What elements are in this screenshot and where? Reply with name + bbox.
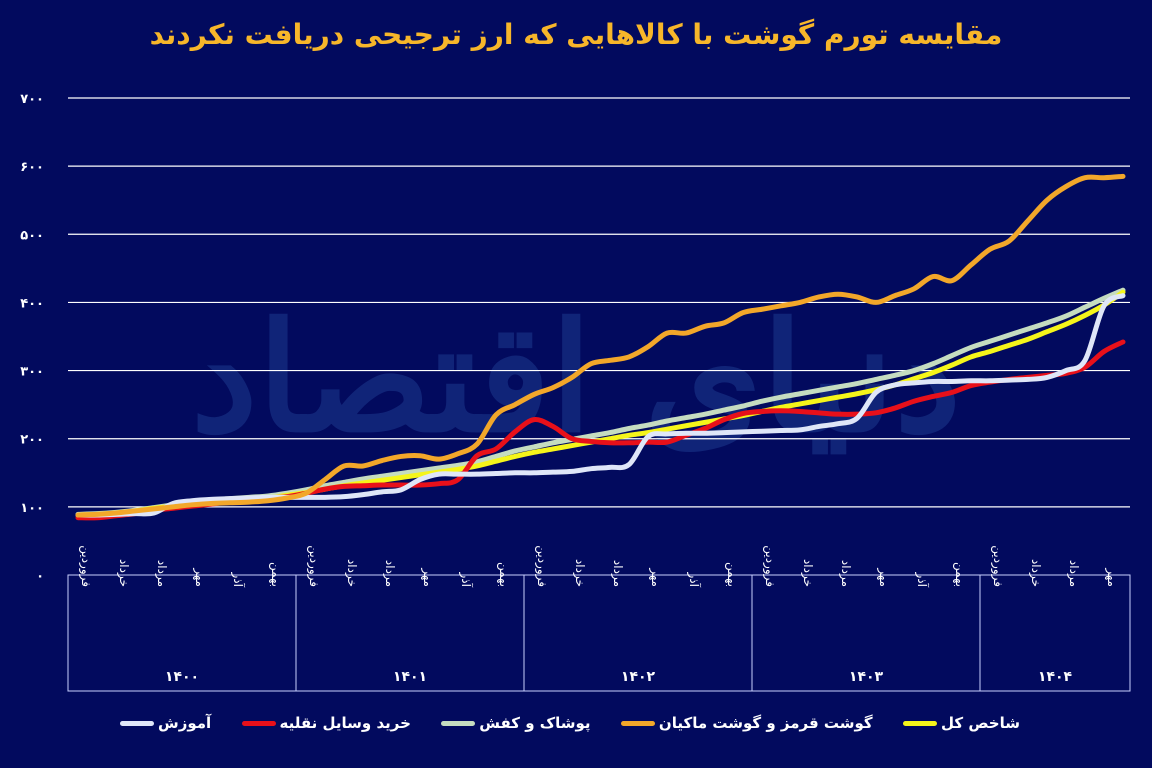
x-tick-month: بهمن	[268, 562, 283, 587]
y-tick-label: ۳۰۰	[20, 365, 44, 380]
legend-item-total-index: شاخص کل	[902, 714, 1020, 732]
legend-item-meat: گوشت قرمز و گوشت ماکیان	[620, 714, 873, 732]
legend-label: پوشاک و کفش	[479, 714, 591, 732]
x-tick-month: فروردین	[534, 545, 549, 587]
x-year-label: ۱۴۰۱	[393, 669, 427, 685]
x-tick-month: مهر	[1104, 567, 1119, 587]
x-tick-month: مرداد	[838, 560, 853, 587]
x-tick-month: بهمن	[496, 562, 511, 587]
x-year-label: ۱۴۰۳	[849, 669, 884, 685]
x-tick-month: مهر	[420, 567, 435, 587]
legend-item-vehicles: خرید وسایل نقلیه	[241, 714, 411, 732]
series-line	[75, 173, 1126, 518]
x-tick-month: مرداد	[382, 560, 397, 587]
x-tick-month: خرداد	[1028, 559, 1043, 587]
legend-swatch-icon	[120, 720, 154, 726]
legend-item-education: آموزش	[120, 714, 211, 732]
x-tick-month: بهمن	[952, 562, 967, 587]
x-tick-month: بهمن	[724, 562, 739, 587]
y-tick-label: ۲۰۰	[20, 433, 44, 448]
series-lines	[75, 173, 1126, 521]
gridlines	[68, 97, 1130, 508]
legend: شاخص کل گوشت قرمز و گوشت ماکیان پوشاک و …	[120, 709, 1020, 737]
y-tick-label: ۱۰۰	[20, 501, 44, 516]
x-tick-month: مهر	[192, 567, 207, 587]
x-tick-month: مرداد	[154, 560, 169, 587]
legend-label: شاخص کل	[940, 714, 1020, 732]
x-year-label: ۱۴۰۰	[165, 669, 199, 685]
legend-swatch-icon	[902, 720, 937, 726]
x-axis: فروردین خرداد مرداد مهر آذر بهمن ۱۴۰۰ فروردین خر…	[67, 545, 1131, 692]
x-year-label: ۱۴۰۴	[1038, 669, 1073, 685]
x-tick-month: خرداد	[116, 559, 131, 587]
x-axis-frame	[67, 574, 1131, 692]
y-tick-label: ۶۰۰	[20, 160, 44, 175]
y-axis-ticks: ۰ ۱۰۰ ۲۰۰ ۳۰۰ ۴۰۰ ۵۰۰ ۶۰۰ ۷۰۰	[20, 92, 44, 584]
x-tick-month: مهر	[648, 567, 663, 587]
legend-label: خرید وسایل نقلیه	[279, 714, 411, 732]
x-tick-month: فروردین	[78, 545, 93, 587]
legend-swatch-icon	[441, 720, 476, 726]
x-tick-month: فروردین	[306, 545, 321, 587]
x-year-label: ۱۴۰۲	[621, 669, 656, 685]
x-tick-month: آذر	[686, 572, 702, 588]
legend-swatch-icon	[620, 720, 655, 726]
x-tick-month: آذر	[458, 572, 474, 588]
legend-label: آموزش	[158, 714, 212, 732]
x-tick-month: خرداد	[344, 559, 359, 587]
legend-swatch-icon	[241, 720, 276, 726]
x-tick-month: مهر	[876, 567, 891, 587]
x-tick-month: خرداد	[800, 559, 815, 587]
x-tick-month: مرداد	[1066, 560, 1081, 587]
y-tick-label: ۰	[36, 569, 44, 584]
legend-item-clothing: پوشاک و کفش	[441, 714, 591, 732]
y-tick-label: ۷۰۰	[20, 92, 44, 107]
x-tick-month: آذر	[230, 572, 246, 588]
chart-title: مقایسه تورم گوشت با کالاهایی که ارز ترجی…	[149, 18, 1003, 51]
x-tick-month: خرداد	[572, 559, 587, 587]
x-tick-month: آذر	[914, 572, 930, 588]
x-tick-month: مرداد	[610, 560, 625, 587]
x-tick-month: فروردین	[990, 545, 1005, 587]
y-tick-label: ۴۰۰	[20, 296, 44, 311]
legend-label: گوشت قرمز و گوشت ماکیان	[658, 714, 873, 732]
y-tick-label: ۵۰۰	[20, 228, 44, 243]
x-tick-month: فروردین	[762, 545, 777, 587]
series-line	[75, 293, 1126, 518]
